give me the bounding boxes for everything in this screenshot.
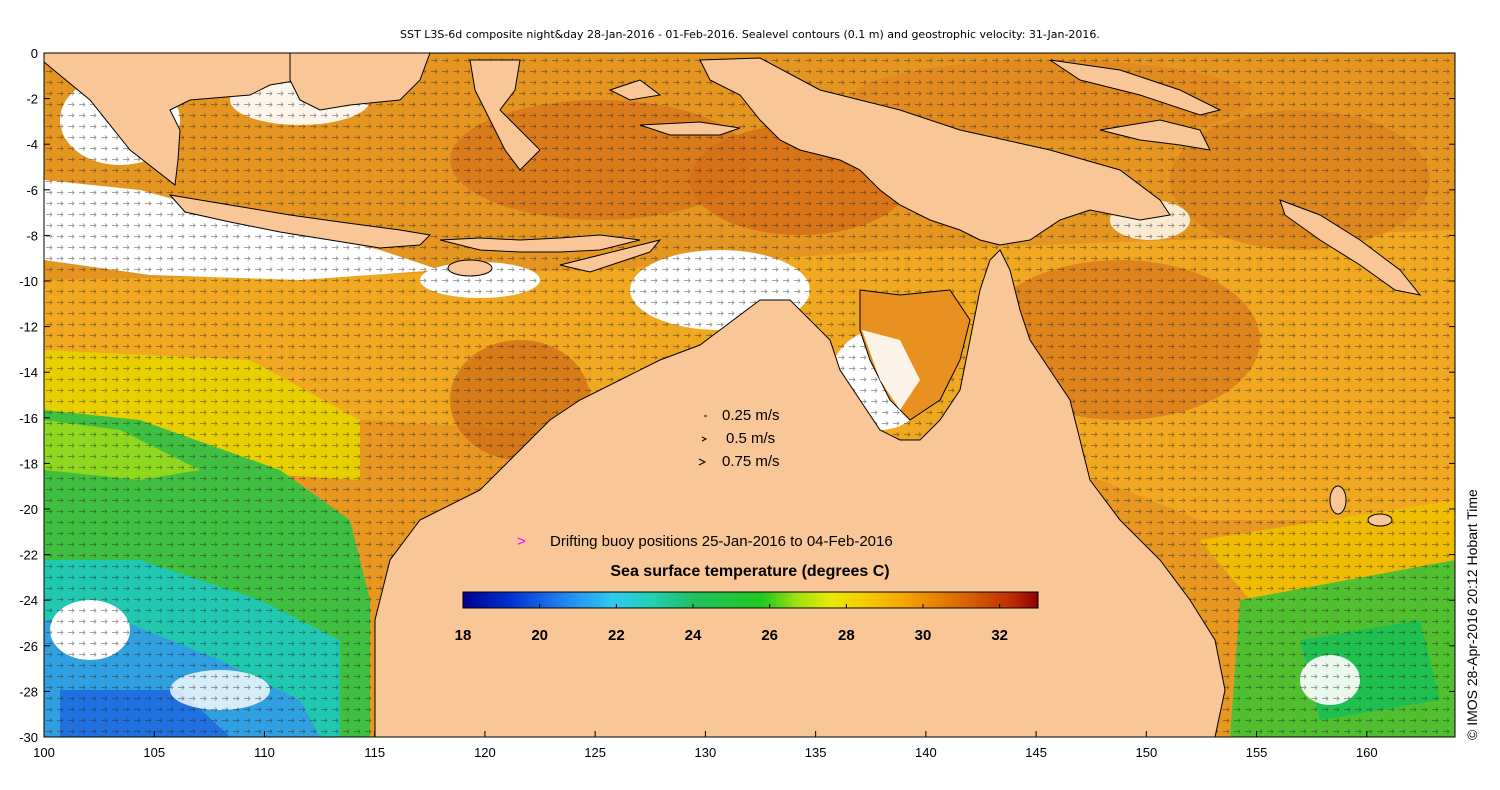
y-tick-label: -8: [26, 228, 38, 243]
colorbar-tick-label: 20: [531, 627, 548, 644]
solomon-islands: [1279, 199, 1422, 296]
x-tick-label: 125: [584, 745, 606, 760]
x-tick-label: 130: [695, 745, 717, 760]
x-tick-label: 150: [1135, 745, 1157, 760]
x-axis: 100 105 110 115 120 125 130 135 140 145 150 155 160: [33, 731, 1378, 760]
y-tick-label: -2: [26, 92, 38, 107]
new-guinea: [699, 57, 1171, 246]
x-tick-label: 105: [143, 745, 165, 760]
y-tick-label: -16: [19, 411, 38, 426]
y-tick-label: -12: [19, 320, 38, 335]
y-tick-label: -18: [19, 456, 38, 471]
velocity-label-2: 0.75 m/s: [722, 453, 780, 470]
y-tick-label: -10: [19, 274, 38, 289]
colorbar-tick-label: 32: [991, 627, 1008, 644]
sunda-islands: [439, 234, 641, 253]
figure-title: SST L3S-6d composite night&day 28-Jan-20…: [400, 28, 1100, 41]
x-tick-label: 100: [33, 745, 55, 760]
buoy-symbol-icon: >: [517, 533, 526, 550]
x-tick-label: 135: [805, 745, 827, 760]
colorbar-tick-label: 26: [761, 627, 778, 644]
y-tick-label: -26: [19, 639, 38, 654]
buoy-label: Drifting buoy positions 25-Jan-2016 to 0…: [550, 533, 893, 550]
colorbar: Sea surface temperature (degrees C) 18 20…: [455, 563, 1039, 644]
new-britain: [1099, 119, 1211, 151]
colorbar-tick-label: 30: [915, 627, 932, 644]
velocity-label-0: 0.25 m/s: [722, 407, 780, 424]
y-tick-label: -20: [19, 502, 38, 517]
java: [168, 194, 432, 249]
colorbar-tick-label: 18: [455, 627, 472, 644]
credit-text: © IMOS 28-Apr-2016 20:12 Hobart Time: [1464, 489, 1480, 740]
y-tick-label: -4: [26, 137, 38, 152]
colorbar-tick-label: 28: [838, 627, 855, 644]
buoy-legend: > Drifting buoy positions 25-Jan-2016 to…: [517, 533, 893, 550]
land-masses: [44, 53, 1422, 737]
borneo: [289, 53, 431, 111]
y-tick-label: -24: [19, 593, 38, 608]
y-tick-label: -6: [26, 183, 38, 198]
australia: [374, 249, 1226, 737]
x-tick-label: 160: [1356, 745, 1378, 760]
x-tick-label: 140: [915, 745, 937, 760]
velocity-label-1: 0.5 m/s: [726, 430, 775, 447]
y-tick-label: -22: [19, 548, 38, 563]
timor: [559, 239, 662, 273]
velocity-legend: 0.25 m/s 0.5 m/s 0.75 m/s: [698, 407, 780, 470]
x-tick-label: 115: [364, 745, 385, 760]
y-axis: 0 -2 -4 -6 -8 -10 -12 -14 -16 -18 -20 -22 -24 -26 -28 -…: [19, 46, 1455, 745]
arrow-medium-icon: [701, 436, 708, 442]
plot-frame: [43, 52, 1456, 738]
colorbar-title: Sea surface temperature (degrees C): [610, 563, 889, 580]
y-tick-label: -30: [19, 730, 38, 745]
sulawesi: [469, 59, 541, 171]
x-tick-label: 110: [254, 745, 275, 760]
x-tick-label: 145: [1025, 745, 1047, 760]
seram: [639, 121, 741, 136]
x-tick-label: 120: [474, 745, 496, 760]
y-tick-label: -14: [19, 365, 38, 380]
colorbar-tick-label: 22: [608, 627, 625, 644]
map-plot-area: [44, 53, 1455, 737]
x-tick-label: 155: [1246, 745, 1268, 760]
arrow-large-icon: [698, 458, 707, 466]
y-tick-label: 0: [31, 46, 38, 61]
colorbar-tick-label: 24: [685, 627, 702, 644]
y-tick-label: -28: [19, 684, 38, 699]
colorbar-gradient: [462, 591, 1039, 609]
